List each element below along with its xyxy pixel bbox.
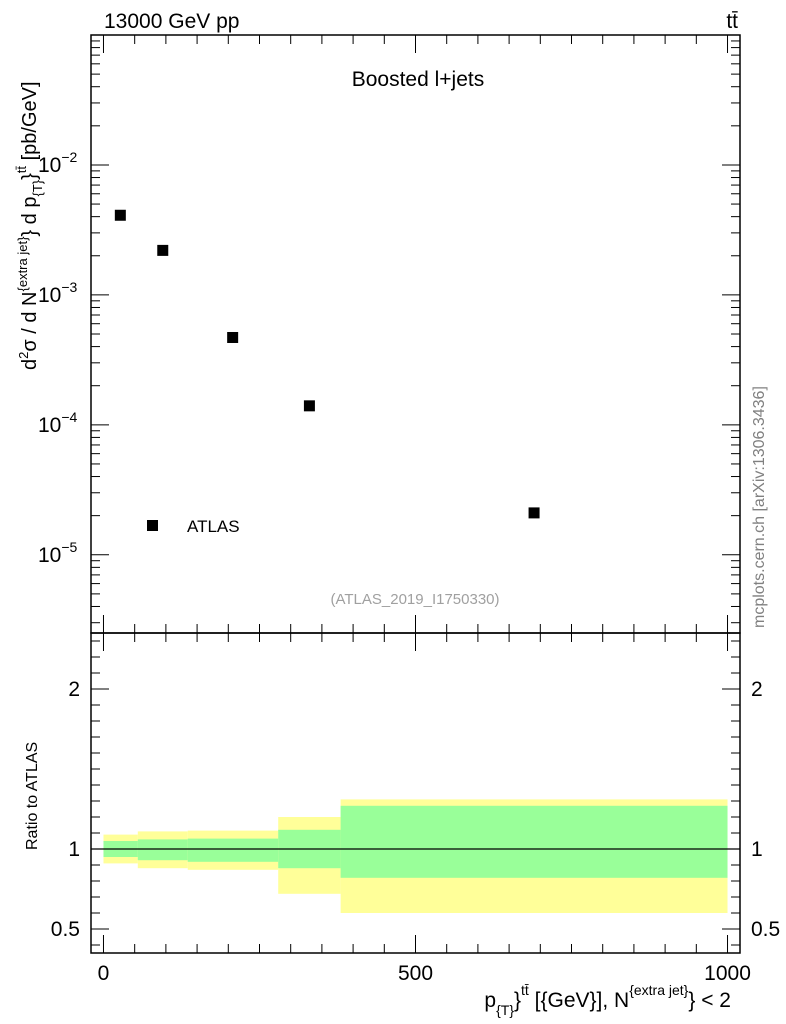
ratio-bands bbox=[91, 799, 740, 913]
y-tick-label: 10−2 bbox=[38, 149, 78, 177]
y-tick-label: 10−4 bbox=[38, 409, 78, 437]
header-energy-label: 13000 GeV pp bbox=[104, 10, 239, 33]
x-axis-label: p{T}}tt̄ [{GeV}], N{extra jet}} < 2 bbox=[484, 982, 731, 1018]
x-tick-label: 0 bbox=[98, 962, 110, 985]
ratio-band-inner bbox=[187, 838, 279, 862]
ratio-y-tick-label-right: 1 bbox=[751, 838, 763, 861]
x-tick-label: 1000 bbox=[704, 962, 751, 985]
main-y-axis-label: d2σ / d N{extra jet}} d p{T}}tt̄ [pb/GeV… bbox=[14, 81, 45, 370]
data-point bbox=[227, 331, 239, 343]
analysis-watermark: (ATLAS_2019_I1750330) bbox=[330, 591, 499, 608]
ratio-y-axis-label: Ratio to ATLAS bbox=[24, 742, 41, 850]
x-tick-label: 500 bbox=[398, 962, 433, 985]
data-point bbox=[114, 209, 126, 221]
ratio-y-tick-label-right: 0.5 bbox=[751, 918, 780, 941]
main-panel-marks bbox=[114, 209, 540, 519]
ratio-band-inner bbox=[137, 839, 188, 861]
main-panel-ticks: 10−2 10−3 10−4 10−5 bbox=[38, 34, 740, 633]
header-process-label: tt̄ bbox=[726, 10, 738, 33]
y-tick-label: 10−3 bbox=[38, 279, 78, 307]
data-point bbox=[157, 244, 169, 256]
y-tick-label: 10−5 bbox=[38, 539, 78, 567]
legend-marker-atlas bbox=[147, 520, 158, 531]
ratio-y-tick-label-left: 1 bbox=[68, 838, 80, 861]
ratio-panel-ticks: 0.5 0.5 1 1 2 2 0 500 1000 bbox=[51, 633, 780, 985]
legend-label-atlas: ATLAS bbox=[187, 517, 240, 536]
main-title: Boosted l+jets bbox=[352, 68, 485, 91]
ratio-y-tick-label-right: 2 bbox=[751, 678, 763, 701]
ratio-y-tick-label-left: 2 bbox=[68, 678, 80, 701]
data-point bbox=[303, 400, 315, 412]
ratio-y-tick-label-left: 0.5 bbox=[51, 918, 80, 941]
main-panel-frame bbox=[90, 34, 741, 634]
data-point bbox=[528, 507, 540, 519]
ratio-band-inner bbox=[340, 805, 728, 878]
side-watermark: mcplots.cern.ch [arXiv:1306.3436] bbox=[751, 386, 768, 628]
